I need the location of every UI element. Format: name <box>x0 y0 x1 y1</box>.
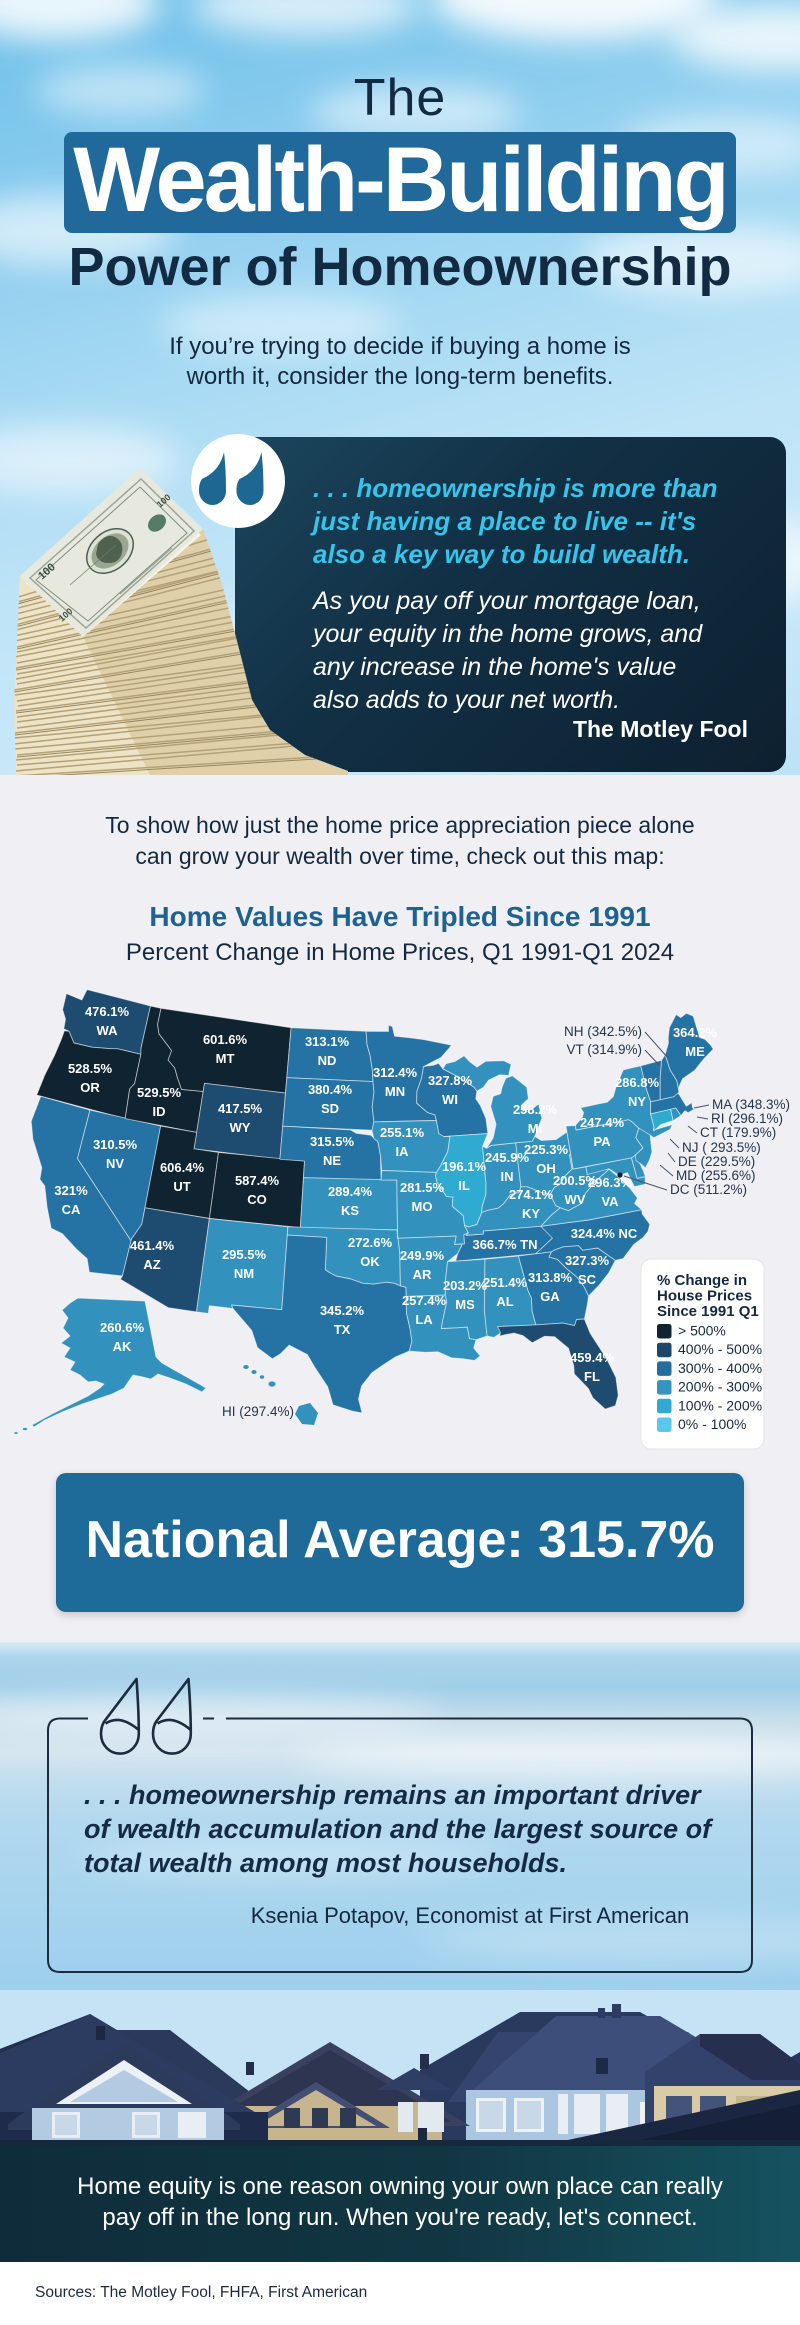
svg-text:529.5%ID: 529.5% ID <box>137 1085 182 1119</box>
svg-text:321%CA: 321% CA <box>54 1183 88 1217</box>
svg-text:MA (348.3%): MA (348.3%) <box>712 1097 790 1112</box>
svg-text:RI (296.1%): RI (296.1%) <box>711 1111 783 1126</box>
svg-text:315.5%NE: 315.5% NE <box>310 1134 355 1168</box>
svg-text:257.4%LA: 257.4% LA <box>402 1293 447 1327</box>
svg-text:601.6%MT: 601.6% MT <box>203 1032 248 1066</box>
svg-text:380.4%SD: 380.4% SD <box>308 1082 353 1116</box>
svg-text:196.1%IL: 196.1% IL <box>442 1159 487 1193</box>
svg-text:296.3%VA: 296.3% VA <box>588 1175 633 1209</box>
svg-text:255.1%IA: 255.1% IA <box>380 1125 425 1159</box>
svg-text:281.5%MO: 281.5% MO <box>400 1180 445 1214</box>
svg-text:MD (255.6%): MD (255.6%) <box>676 1168 756 1183</box>
svg-text:272.6%OK: 272.6% OK <box>348 1235 393 1269</box>
svg-text:310.5%NV: 310.5% NV <box>93 1137 138 1171</box>
svg-text:274.1%KY: 274.1% KY <box>509 1187 554 1221</box>
svg-text:225.3%OH: 225.3% OH <box>524 1142 569 1176</box>
svg-text:528.5%OR: 528.5% OR <box>68 1061 113 1095</box>
svg-text:HI (297.4%): HI (297.4%) <box>222 1404 294 1419</box>
svg-text:366.7% TN: 366.7% TN <box>472 1237 537 1252</box>
svg-text:> 500%: > 500% <box>678 1323 726 1339</box>
svg-text:203.2%MS: 203.2% MS <box>443 1278 488 1312</box>
svg-text:260.6%AK: 260.6% AK <box>100 1320 145 1354</box>
svg-text:289.4%KS: 289.4% KS <box>328 1184 373 1218</box>
svg-text:461.4%AZ: 461.4% AZ <box>130 1238 175 1272</box>
svg-text:DE (229.5%): DE (229.5%) <box>678 1154 755 1169</box>
svg-text:200.5%WV: 200.5% WV <box>553 1173 598 1207</box>
svg-text:258.2%MI: 258.2% MI <box>513 1102 558 1136</box>
svg-text:324.4% NC: 324.4% NC <box>571 1226 638 1241</box>
svg-text:345.2%TX: 345.2% TX <box>320 1303 365 1337</box>
svg-text:NJ ( 293.5%): NJ ( 293.5%) <box>682 1140 761 1155</box>
svg-text:0% - 100%: 0% - 100% <box>678 1416 746 1432</box>
svg-text:DC (511.2%): DC (511.2%) <box>670 1182 747 1197</box>
svg-text:327.3%SC: 327.3% SC <box>565 1253 610 1287</box>
svg-text:245.9%IN: 245.9% IN <box>485 1150 530 1184</box>
svg-text:327.8%WI: 327.8% WI <box>428 1073 473 1107</box>
svg-text:300% - 400%: 300% - 400% <box>678 1360 762 1376</box>
svg-text:606.4%UT: 606.4% UT <box>160 1160 205 1194</box>
svg-text:100% - 200%: 100% - 200% <box>678 1397 762 1413</box>
svg-text:459.4%FL: 459.4% FL <box>570 1350 615 1384</box>
svg-text:312.4%MN: 312.4% MN <box>373 1065 418 1099</box>
svg-text:295.5%NM: 295.5% NM <box>222 1247 267 1281</box>
svg-text:249.9%AR: 249.9% AR <box>400 1248 445 1282</box>
svg-text:313.1%ND: 313.1% ND <box>305 1034 350 1068</box>
svg-text:VT (314.9%): VT (314.9%) <box>566 1042 642 1057</box>
svg-text:NH (342.5%): NH (342.5%) <box>564 1024 642 1039</box>
svg-text:476.1%WA: 476.1% WA <box>85 1004 130 1038</box>
svg-text:200% - 300%: 200% - 300% <box>678 1379 762 1395</box>
svg-text:286.8%NY: 286.8% NY <box>615 1075 660 1109</box>
svg-text:247.4%PA: 247.4% PA <box>580 1115 625 1149</box>
svg-text:417.5%WY: 417.5% WY <box>218 1101 263 1135</box>
svg-text:313.8%GA: 313.8% GA <box>528 1270 573 1304</box>
svg-text:587.4%CO: 587.4% CO <box>235 1173 280 1207</box>
svg-text:400% - 500%: 400% - 500% <box>678 1341 762 1357</box>
svg-text:CT (179.9%): CT (179.9%) <box>700 1125 776 1140</box>
svg-text:364.2%ME: 364.2% ME <box>673 1025 718 1059</box>
svg-text:251.4%AL: 251.4% AL <box>483 1275 528 1309</box>
